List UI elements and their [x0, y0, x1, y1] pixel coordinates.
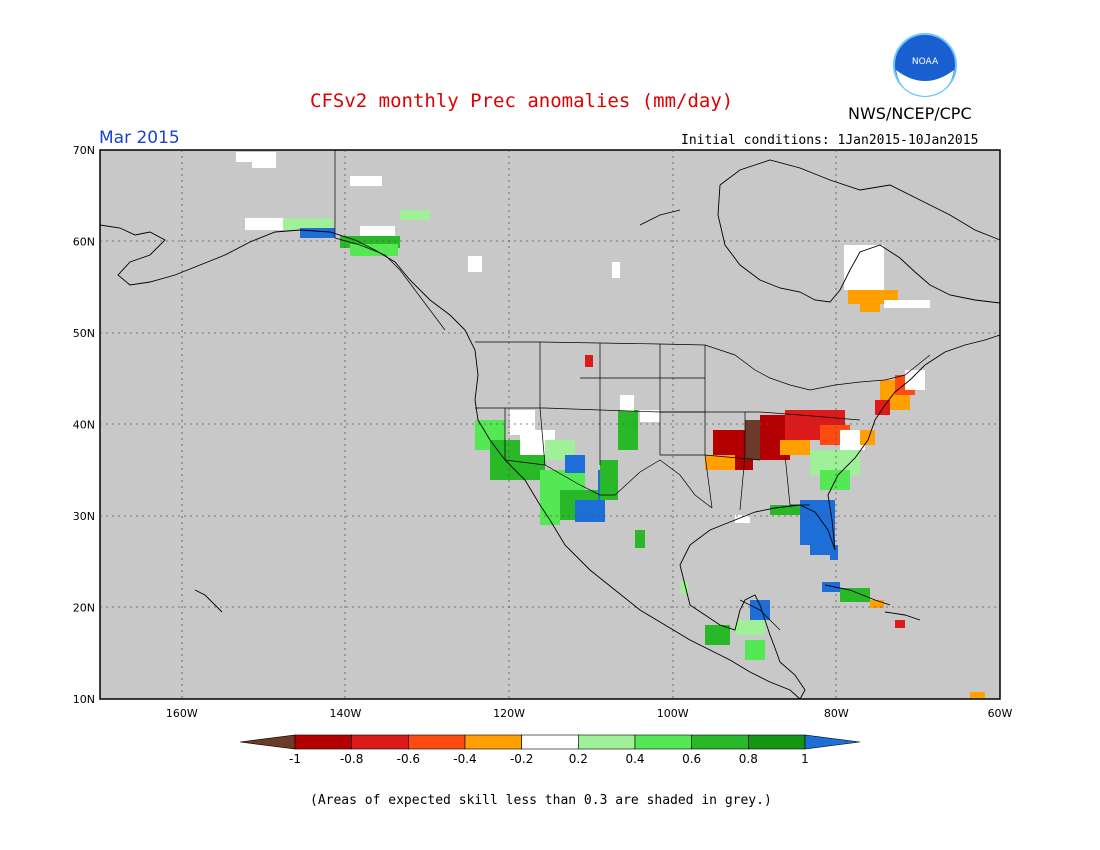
- anomaly-cell: [400, 210, 430, 220]
- anomaly-cell: [875, 400, 890, 415]
- anomaly-cell: [822, 582, 840, 592]
- anomaly-cell: [895, 620, 905, 628]
- anomaly-cell: [600, 460, 618, 500]
- anomaly-cell: [780, 440, 810, 455]
- anomaly-cell: [830, 545, 838, 560]
- lon-tick-label: 140W: [330, 707, 362, 720]
- anomaly-cell: [860, 430, 875, 445]
- noaa-logo-text: NOAA: [912, 57, 939, 67]
- anomaly-cell: [640, 410, 660, 422]
- legend-tick-label: -1: [289, 752, 301, 766]
- lat-tick-label: 50N: [73, 327, 95, 340]
- legend-tick-label: -0.2: [510, 752, 533, 766]
- legend-tick-label: -0.8: [340, 752, 363, 766]
- anomaly-cell: [236, 152, 276, 162]
- lat-tick-label: 30N: [73, 510, 95, 523]
- noaa-logo: NOAA: [893, 33, 957, 97]
- legend-tick-label: 1: [801, 752, 809, 766]
- anomaly-cell: [245, 218, 285, 230]
- anomaly-cell: [585, 355, 593, 367]
- legend-tick-label: -0.6: [397, 752, 420, 766]
- legend-swatch: [691, 734, 749, 750]
- anomaly-cell: [612, 262, 620, 278]
- legend-swatch: [464, 734, 522, 750]
- anomaly-cell: [860, 300, 880, 312]
- grid-lines: [100, 150, 1000, 699]
- anomaly-cell: [350, 176, 382, 186]
- lat-tick-label: 70N: [73, 144, 95, 157]
- valid-month-label: Mar 2015: [99, 128, 180, 148]
- anomaly-layer: [236, 152, 985, 698]
- anomaly-cell: [360, 226, 395, 236]
- anomaly-cell: [565, 455, 585, 473]
- anomaly-cell: [468, 256, 482, 272]
- agency-label: NWS/NCEP/CPC: [848, 104, 972, 123]
- anomaly-cell: [575, 500, 605, 522]
- anomaly-cell: [252, 160, 276, 168]
- anomaly-cell: [745, 640, 765, 660]
- legend-swatch: [748, 734, 806, 750]
- anomaly-cell: [770, 505, 800, 515]
- anomaly-cell: [540, 505, 560, 525]
- legend-swatch: [634, 734, 692, 750]
- legend-swatch: [578, 734, 636, 750]
- lon-tick-label: 60W: [988, 707, 1013, 720]
- anomaly-cell: [884, 300, 930, 308]
- anomaly-cell: [705, 625, 730, 645]
- chart-title: CFSv2 monthly Prec anomalies (mm/day): [310, 90, 734, 112]
- legend-swatch: [239, 734, 296, 750]
- legend-tick-label: -0.4: [453, 752, 476, 766]
- lon-tick-label: 160W: [166, 707, 198, 720]
- anomaly-cell: [844, 245, 884, 290]
- map-background: [99, 149, 1001, 700]
- anomaly-cell: [735, 620, 765, 635]
- initial-conditions-label: Initial conditions: 1Jan2015-10Jan2015: [681, 133, 979, 148]
- lat-tick-label: 40N: [73, 419, 95, 432]
- anomaly-cell: [970, 692, 985, 698]
- anomaly-cell: [705, 455, 735, 470]
- lat-tick-label: 10N: [73, 693, 95, 706]
- anomaly-cell: [840, 588, 870, 602]
- anomaly-cell: [870, 600, 884, 608]
- anomaly-cell: [635, 530, 645, 548]
- anomaly-cell: [300, 228, 335, 238]
- lat-tick-label: 60N: [73, 236, 95, 249]
- legend-swatch: [351, 734, 409, 750]
- lon-tick-label: 120W: [493, 707, 525, 720]
- anomaly-cell: [618, 410, 638, 450]
- legend-swatch: [408, 734, 466, 750]
- anomaly-cell: [905, 370, 925, 390]
- legend-swatch: [294, 734, 352, 750]
- legend-colorbar: [239, 734, 861, 750]
- legend-tick-label: 0.6: [682, 752, 701, 766]
- anomaly-cell: [680, 582, 688, 594]
- lon-tick-label: 80W: [824, 707, 849, 720]
- skill-footnote: (Areas of expected skill less than 0.3 a…: [310, 793, 772, 808]
- legend-tick-label: 0.4: [625, 752, 644, 766]
- legend-tick-label: 0.2: [569, 752, 588, 766]
- anomaly-cell: [735, 515, 750, 523]
- anomaly-cell: [840, 430, 865, 450]
- lon-tick-label: 100W: [657, 707, 689, 720]
- legend-tick-label: 0.8: [739, 752, 758, 766]
- anomaly-cell: [620, 395, 634, 411]
- legend-swatch: [804, 734, 861, 750]
- lat-tick-label: 20N: [73, 602, 95, 615]
- anomaly-cell: [283, 218, 333, 230]
- political-borders: [334, 150, 931, 631]
- legend-swatch: [521, 734, 579, 750]
